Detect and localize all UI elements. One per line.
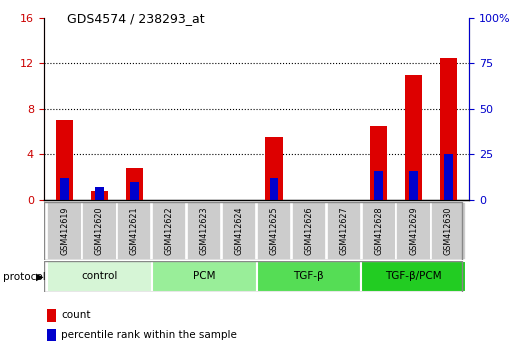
- Text: GSM412624: GSM412624: [234, 207, 244, 255]
- Bar: [117, 202, 151, 260]
- Text: control: control: [81, 272, 117, 281]
- Bar: [60, 178, 69, 200]
- Bar: [370, 126, 387, 200]
- Text: GSM412628: GSM412628: [374, 207, 383, 255]
- Text: percentile rank within the sample: percentile rank within the sample: [62, 330, 238, 340]
- Text: GSM412623: GSM412623: [200, 207, 209, 255]
- Bar: [130, 182, 139, 200]
- Bar: [292, 202, 326, 260]
- Text: GSM412620: GSM412620: [95, 207, 104, 255]
- Bar: [187, 202, 221, 260]
- Bar: [397, 202, 430, 260]
- Bar: [91, 191, 108, 200]
- Text: GSM412625: GSM412625: [269, 207, 279, 255]
- Bar: [409, 171, 418, 200]
- Bar: [431, 202, 466, 260]
- Bar: [152, 261, 256, 292]
- Text: GSM412627: GSM412627: [339, 207, 348, 255]
- Text: PCM: PCM: [193, 272, 215, 281]
- Bar: [95, 187, 104, 200]
- Text: GDS4574 / 238293_at: GDS4574 / 238293_at: [67, 12, 204, 25]
- Text: GSM412619: GSM412619: [60, 207, 69, 255]
- Bar: [444, 154, 453, 200]
- Bar: [265, 137, 283, 200]
- Text: TGF-β: TGF-β: [293, 272, 324, 281]
- Text: GSM412626: GSM412626: [304, 207, 313, 255]
- Bar: [222, 202, 256, 260]
- Bar: [361, 261, 466, 292]
- Bar: [405, 75, 422, 200]
- Bar: [47, 329, 56, 341]
- Text: GSM412630: GSM412630: [444, 207, 453, 255]
- Text: GSM412629: GSM412629: [409, 207, 418, 255]
- Text: TGF-β/PCM: TGF-β/PCM: [385, 272, 442, 281]
- Bar: [374, 171, 383, 200]
- Text: ▶: ▶: [36, 272, 43, 282]
- Bar: [257, 202, 291, 260]
- Text: count: count: [62, 310, 91, 320]
- Bar: [440, 58, 457, 200]
- Bar: [327, 202, 361, 260]
- Text: GSM412621: GSM412621: [130, 207, 139, 255]
- Bar: [270, 178, 279, 200]
- Bar: [83, 202, 116, 260]
- Text: protocol: protocol: [3, 272, 45, 282]
- Bar: [256, 261, 361, 292]
- Bar: [47, 261, 152, 292]
- Text: GSM412622: GSM412622: [165, 207, 174, 255]
- Bar: [362, 202, 396, 260]
- Bar: [47, 309, 56, 321]
- Bar: [56, 120, 73, 200]
- Bar: [126, 168, 143, 200]
- Bar: [152, 202, 186, 260]
- Bar: [47, 202, 82, 260]
